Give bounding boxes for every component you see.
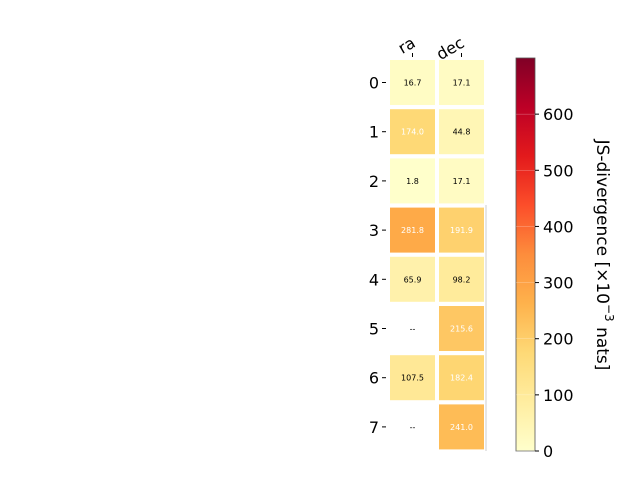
- cell-value-label: --: [410, 423, 416, 432]
- column-label-ra: ra: [395, 33, 419, 58]
- row-label-3: 3: [369, 221, 379, 240]
- row-label-4: 4: [369, 270, 379, 289]
- row-label-7: 7: [369, 418, 379, 437]
- heatmap-cell: [439, 306, 484, 351]
- row-label-2: 2: [369, 172, 379, 191]
- heatmap-cell: [390, 207, 435, 253]
- colorbar-label: JS-divergence [×10−3 nats]: [592, 139, 616, 371]
- cell-value-label: 281.8: [401, 226, 424, 235]
- row-label-6: 6: [369, 369, 379, 388]
- colorbar-tick-label: 600: [543, 105, 574, 124]
- row-label-1: 1: [369, 123, 379, 142]
- cell-value-label: 241.0: [450, 423, 473, 432]
- cell-value-label: 174.0: [401, 128, 424, 137]
- colorbar-tick-label: 400: [543, 217, 574, 236]
- heatmap-cell: [439, 256, 484, 302]
- row-labels: 0 1 2 3 4 5 6 7: [369, 74, 386, 437]
- heatmap-cell: [439, 109, 484, 155]
- heatmap-cell: [390, 60, 435, 105]
- heatmap-cell: [439, 404, 484, 450]
- cell-value-label: 44.8: [453, 128, 471, 137]
- cell-value-label: 17.1: [453, 177, 471, 186]
- heatmap-cell: [439, 355, 484, 401]
- cell-value-label: 98.2: [453, 275, 471, 284]
- heatmap-cell: [390, 355, 435, 401]
- cell-value-label: 191.9: [450, 226, 473, 235]
- cell-value-label: 182.4: [450, 374, 473, 383]
- column-label-dec: dec: [433, 33, 467, 64]
- colorbar-tick-label: 100: [543, 386, 574, 405]
- colorbar-tick-label: 500: [543, 161, 574, 180]
- colorbar-tick-label: 300: [543, 274, 574, 293]
- colorbar: 0 100 200 300 400 500 600: [515, 57, 574, 461]
- cell-value-label: 1.8: [406, 177, 419, 186]
- cell-value-label: 17.1: [453, 79, 471, 88]
- cell-value-label: 107.5: [401, 374, 424, 383]
- heatmap-cell: [439, 158, 484, 204]
- heatmap-cells: 16.7 17.1 174.0 44.8 1.8 17.1 281.8 191.9 65.9 98…: [390, 60, 487, 451]
- heatmap-cell: [390, 109, 435, 155]
- column-labels: ra dec: [395, 33, 468, 64]
- heatmap-cell: [390, 158, 435, 204]
- heatmap-cell: [439, 60, 484, 105]
- cell-value-label: 65.9: [404, 275, 422, 284]
- cell-value-label: 215.6: [450, 325, 473, 334]
- cell-value-label: --: [410, 325, 416, 334]
- cell-value-label: 16.7: [404, 79, 422, 88]
- row-label-0: 0: [369, 74, 379, 93]
- colorbar-gradient: [515, 57, 536, 452]
- heatmap-cell: [390, 256, 435, 302]
- colorbar-label-text: JS-divergence [×10: [592, 139, 612, 304]
- colorbar-tick-label: 200: [543, 330, 574, 349]
- heatmap-cell: [439, 207, 484, 253]
- colorbar-label-unit: nats]: [592, 322, 612, 371]
- row-label-5: 5: [369, 320, 379, 339]
- colorbar-label-exponent: −3: [602, 304, 616, 322]
- colorbar-tick-label: 0: [543, 442, 553, 461]
